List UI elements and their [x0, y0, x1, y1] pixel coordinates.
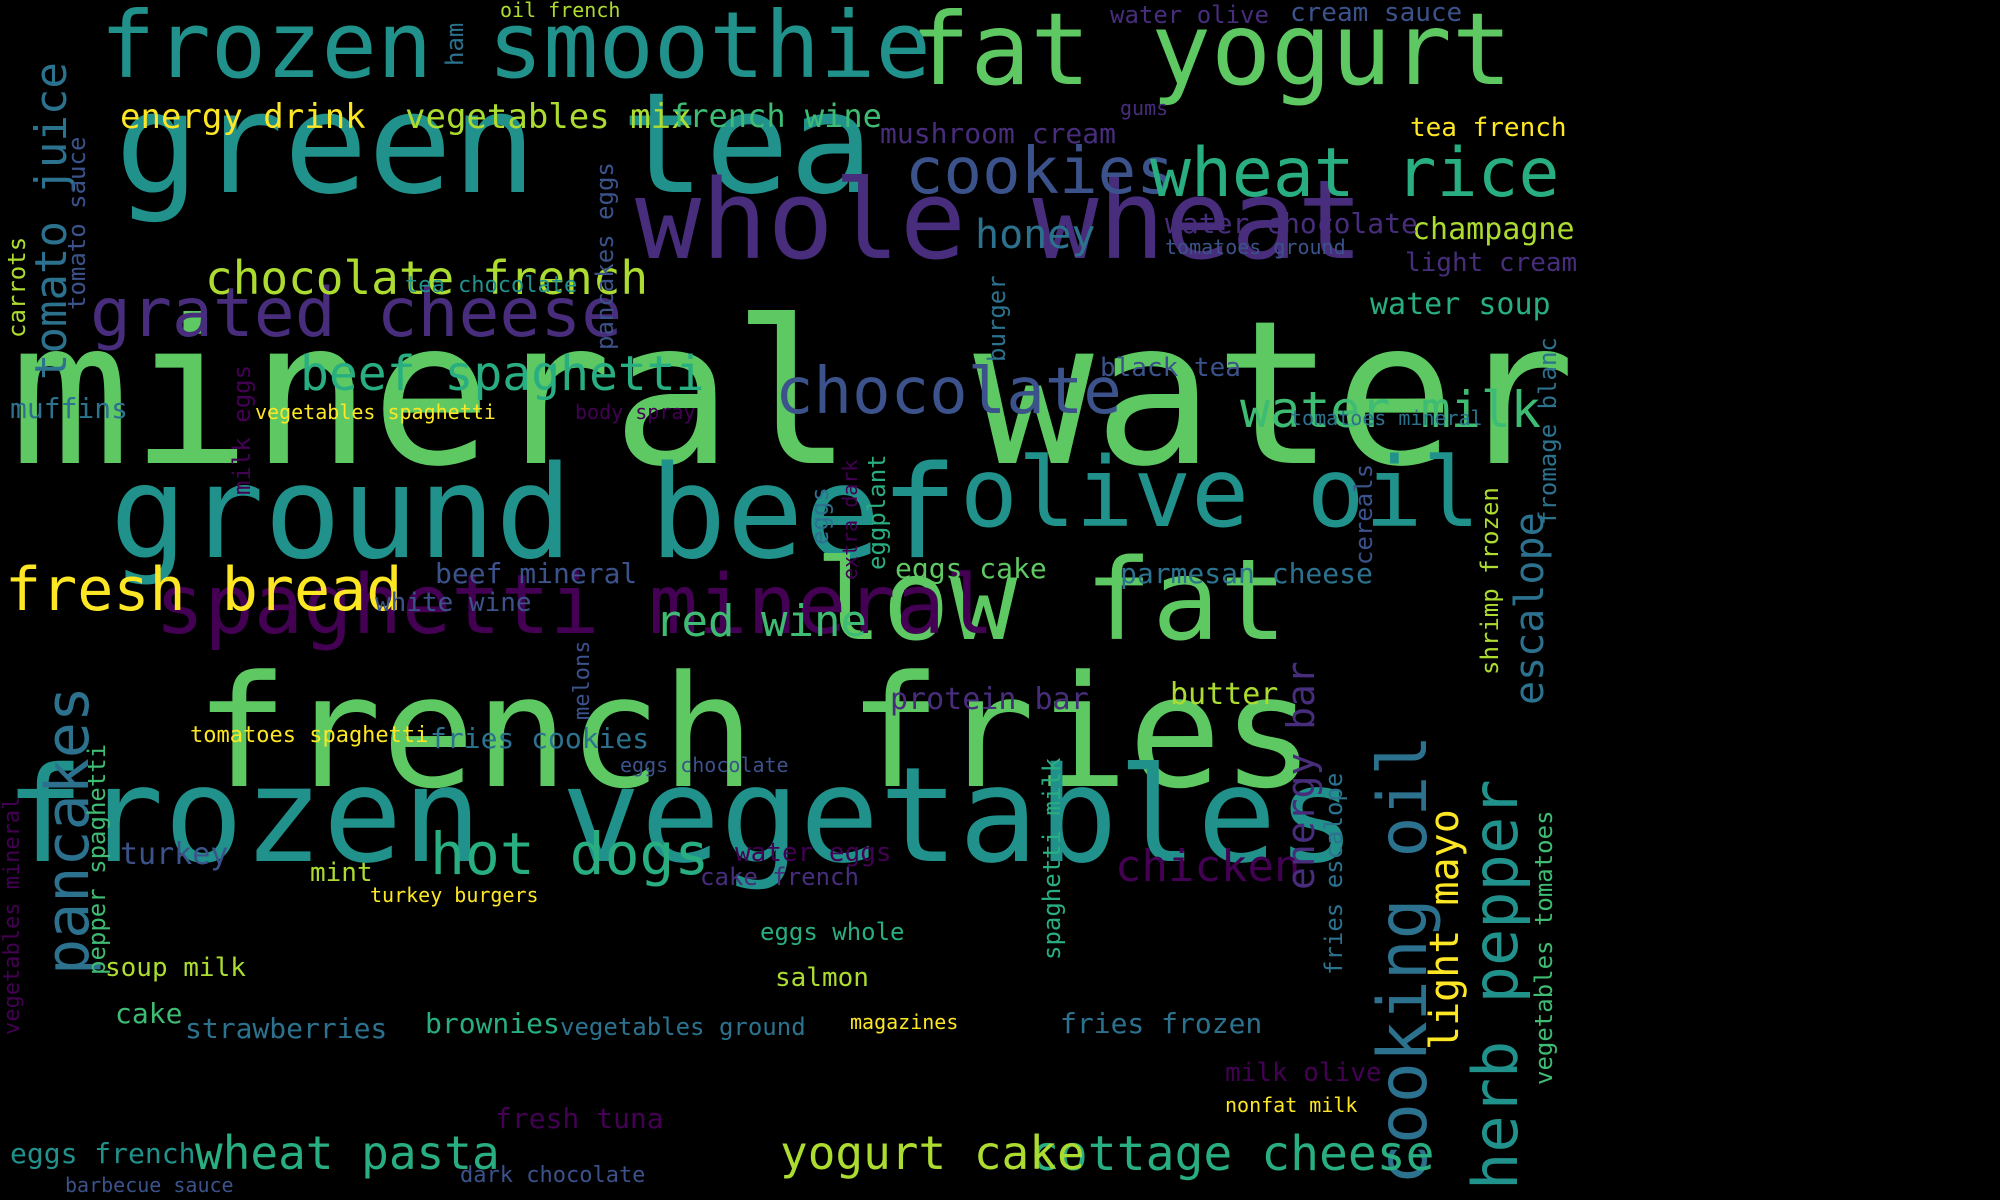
word-protein-bar: protein bar — [890, 682, 1089, 717]
word-french-fries: french fries — [195, 642, 1315, 823]
word-water-soup: water soup — [1370, 287, 1551, 322]
word-olive-oil: olive oil — [960, 437, 1481, 549]
word-ham: ham — [441, 22, 469, 66]
word-barbecue-sauce: barbecue sauce — [65, 1173, 234, 1197]
word-fries-frozen: fries frozen — [1060, 1007, 1263, 1040]
word-cake-french: cake french — [700, 863, 859, 891]
word-pepper-spaghetti: pepper spaghetti — [83, 743, 111, 975]
word-white-wine: white wine — [375, 588, 532, 618]
word-tomatoes-spaghetti: tomatoes spaghetti — [190, 723, 429, 748]
word-muffins: muffins — [10, 392, 129, 425]
word-tomatoes-ground: tomatoes ground — [1165, 235, 1346, 259]
word-turkey-burgers: turkey burgers — [370, 883, 539, 907]
word-green-tea: green tea — [115, 63, 874, 226]
word-wheat-rice: wheat rice — [1150, 134, 1560, 213]
word-red-wine: red wine — [655, 596, 867, 647]
word-mushroom-cream: mushroom cream — [880, 117, 1117, 150]
word-tea-chocolate: tea chocolate — [405, 273, 578, 298]
word-energy-bar: energy bar — [1279, 661, 1323, 890]
word-chicken: chicken — [1115, 841, 1301, 892]
word-eggplant: eggplant — [863, 454, 891, 570]
word-frozen-smoothie: frozen smoothie — [100, 0, 931, 99]
word-vegetables-mix: vegetables mix — [405, 97, 692, 137]
word-wheat-pasta: wheat pasta — [195, 1126, 500, 1180]
word-frozen-vegetables: frozen vegetables — [5, 739, 1357, 893]
word-body-spray: body spray — [575, 400, 696, 424]
word-butter: butter — [1170, 677, 1279, 712]
word-water-olive: water olive — [1110, 1, 1269, 29]
word-honey: honey — [975, 212, 1096, 258]
word-strawberries: strawberries — [185, 1012, 388, 1045]
word-yogurt-cake: yogurt cake — [780, 1126, 1085, 1180]
word-tea-french: tea french — [1410, 113, 1567, 143]
word-eggs: eggs — [806, 487, 834, 545]
word-escalope: escalope — [1507, 512, 1553, 705]
word-light-mayo: light mayo — [1422, 809, 1468, 1050]
word-brownies: brownies — [425, 1007, 560, 1040]
word-fresh-tuna: fresh tuna — [495, 1102, 664, 1135]
word-turkey: turkey — [120, 837, 229, 872]
word-cottage-cheese: cottage cheese — [1030, 1126, 1435, 1182]
word-ground-beef: ground beef — [110, 439, 958, 588]
word-cereals: cereals — [1350, 463, 1378, 565]
word-champagne: champagne — [1412, 212, 1575, 247]
word-water-eggs: water eggs — [735, 838, 892, 868]
word-shrimp-frozen: shrimp frozen — [1476, 487, 1504, 675]
word-fat-yogurt: fat yogurt — [910, 0, 1513, 108]
word-light-cream: light cream — [1405, 248, 1578, 278]
word-water-chocolate: water chocolate — [1165, 207, 1418, 240]
word-chocolate: chocolate — [775, 355, 1122, 429]
word-salmon: salmon — [775, 963, 869, 993]
word-carrots: carrots — [3, 236, 31, 338]
word-gums: gums — [1120, 96, 1169, 120]
word-oil-french: oil french — [500, 0, 621, 22]
word-eggs-french: eggs french — [10, 1137, 196, 1170]
word-water-milk: water milk — [1240, 381, 1542, 439]
word-dark-chocolate: dark chocolate — [460, 1163, 646, 1188]
word-cake: cake — [115, 997, 183, 1030]
word-french-wine: french wine — [670, 97, 882, 135]
word-milk-eggs: milk eggs — [228, 364, 256, 495]
word-chocolate-french: chocolate french — [205, 251, 649, 305]
word-beef-spaghetti: beef spaghetti — [300, 346, 705, 402]
word-eggs-chocolate: eggs chocolate — [620, 753, 789, 777]
word-vegetables-mineral: vegetables mineral — [0, 796, 25, 1035]
word-extra-dark: extra dark — [838, 459, 862, 580]
word-vegetables-ground: vegetables ground — [560, 1013, 806, 1041]
word-eggs-whole: eggs whole — [760, 918, 905, 946]
word-beef-mineral: beef mineral — [435, 557, 638, 590]
word-cookies: cookies — [905, 135, 1175, 209]
word-parmesan-cheese: parmesan cheese — [1120, 557, 1373, 590]
word-nonfat-milk: nonfat milk — [1225, 1093, 1358, 1117]
word-pancakes-eggs: pancakes eggs — [591, 162, 619, 350]
word-milk-olive: milk olive — [1225, 1058, 1382, 1088]
word-fresh-bread: fresh bread — [5, 555, 403, 625]
word-vegetables-spaghetti: vegetables spaghetti — [255, 400, 496, 424]
word-tomato-sauce: tomato sauce — [63, 136, 91, 310]
word-tomatoes-mineral: tomatoes mineral — [1290, 406, 1483, 430]
word-black-tea: black tea — [1100, 353, 1241, 383]
word-whole-wheat: whole wheat — [635, 156, 1364, 284]
word-mint: mint — [310, 858, 373, 888]
word-burger: burger — [983, 275, 1011, 362]
word-spaghetti-milk: spaghetti milk — [1038, 757, 1066, 960]
word-fries-cookies: fries cookies — [430, 722, 650, 755]
word-hot-dogs: hot dogs — [430, 820, 710, 888]
word-vegetables-tomatoes: vegetables tomatoes — [1530, 810, 1558, 1085]
word-grated-cheese: grated cheese — [90, 274, 623, 353]
word-energy-drink: energy drink — [120, 97, 366, 137]
word-mineral-water: mineral water — [10, 278, 1576, 511]
word-low-fat: low fat — [815, 536, 1288, 666]
word-cream-sauce: cream sauce — [1290, 0, 1463, 28]
word-spaghetti-mineral: spaghetti mineral — [155, 558, 995, 653]
word-fries-escalope: fries escalope — [1320, 772, 1348, 975]
word-melons: melons — [570, 640, 595, 720]
word-fromage-blanc: fromage blanc — [1534, 337, 1562, 525]
word-eggs-cake: eggs cake — [895, 552, 1047, 585]
word-soup-milk: soup milk — [105, 953, 246, 983]
word-magazines: magazines — [850, 1010, 959, 1034]
word-herb-pepper: herb pepper — [1459, 779, 1532, 1190]
